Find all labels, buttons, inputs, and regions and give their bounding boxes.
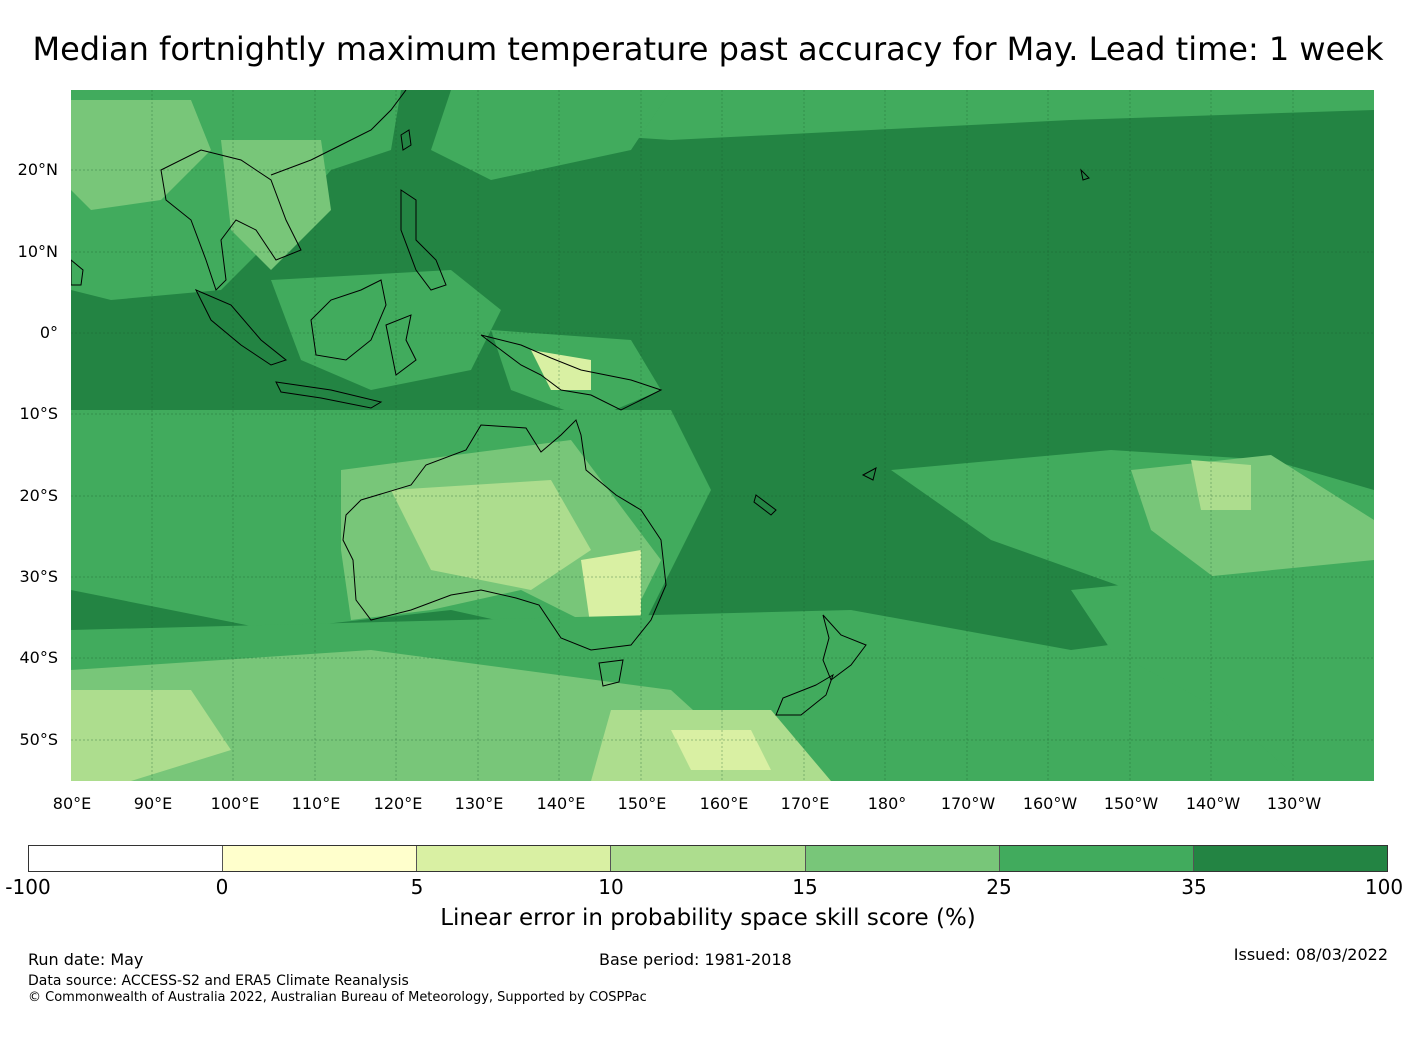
lon-label: 150°E [617, 794, 667, 813]
colorbar-tick: 5 [410, 875, 424, 899]
sulawesi-coastline [385, 314, 417, 376]
colorbar-label: Linear error in probability space skill … [440, 905, 976, 931]
sri-lanka-coastline [71, 259, 84, 286]
lon-label: 140°E [536, 794, 586, 813]
china-coastline [270, 90, 407, 176]
indochina-coastline [160, 149, 302, 291]
lat-label: 10°S [19, 404, 58, 423]
copyright: © Commonwealth of Australia 2022, Austra… [28, 990, 647, 1005]
taiwan-coastline [400, 129, 412, 151]
lon-label: 150°W [1103, 794, 1159, 813]
colorbar-tick: 10 [598, 875, 624, 899]
colorbar-segment [223, 846, 418, 871]
data-source: Data source: ACCESS-S2 and ERA5 Climate … [28, 973, 409, 989]
colorbar [28, 845, 1388, 872]
fiji-coastline [861, 467, 877, 481]
colorbar-tick: 0 [215, 875, 229, 899]
lat-label: 30°S [19, 567, 58, 586]
lon-label: 130°E [454, 794, 504, 813]
hawaii-coastline [1080, 168, 1090, 181]
lon-label: 120°E [373, 794, 423, 813]
graticule [71, 90, 1374, 781]
lat-label: 50°S [19, 730, 58, 749]
new-zealand-south-coastline [775, 673, 834, 716]
colorbar-segment [29, 846, 224, 871]
lon-label: 110°E [291, 794, 341, 813]
borneo-coastline [310, 279, 387, 361]
colorbar-tick: 25 [986, 875, 1012, 899]
colorbar-segment [999, 846, 1194, 871]
coastlines [71, 90, 1090, 716]
base-period: Base period: 1981-2018 [599, 950, 792, 969]
lat-label: 20°S [19, 486, 58, 505]
tasmania-coastline [598, 659, 624, 687]
lon-label: 100°E [210, 794, 260, 813]
lon-label: 160°W [1022, 794, 1078, 813]
skill-regions [71, 90, 1374, 781]
lon-label: 140°W [1185, 794, 1241, 813]
colorbar-segment [611, 846, 806, 871]
run-date: Run date: May [28, 950, 144, 969]
lon-label: 170°W [940, 794, 996, 813]
lon-label: 170°E [780, 794, 830, 813]
new-caledonia-coastline [753, 494, 777, 516]
sumatra-coastline [194, 289, 288, 366]
skill-score-map [71, 90, 1374, 781]
lon-label: 130°W [1266, 794, 1322, 813]
colorbar-tick: -100 [5, 875, 51, 899]
lon-label: 90°E [133, 794, 173, 813]
new-zealand-north-coastline [822, 614, 867, 681]
colorbar-tick: 35 [1181, 875, 1207, 899]
colorbar-tick: 15 [792, 875, 818, 899]
map-title: Median fortnightly maximum temperature p… [32, 30, 1384, 68]
lat-label: 10°N [17, 242, 58, 261]
colorbar-segment [417, 846, 612, 871]
issued-date: Issued: 08/03/2022 [1233, 945, 1388, 964]
philippines-coastline [400, 189, 447, 291]
lat-label: 20°N [17, 160, 58, 179]
lon-label: 160°E [699, 794, 749, 813]
lon-label: 180° [867, 794, 907, 813]
colorbar-segment [1193, 846, 1387, 871]
colorbar-segment [805, 846, 1000, 871]
java-coastline [275, 381, 383, 409]
australia-coastline [342, 419, 667, 651]
lat-label: 40°S [19, 648, 58, 667]
lon-label: 80°E [52, 794, 92, 813]
new-guinea-coastline [480, 334, 663, 411]
colorbar-tick: 100 [1364, 875, 1404, 899]
lat-label: 0° [39, 323, 58, 342]
